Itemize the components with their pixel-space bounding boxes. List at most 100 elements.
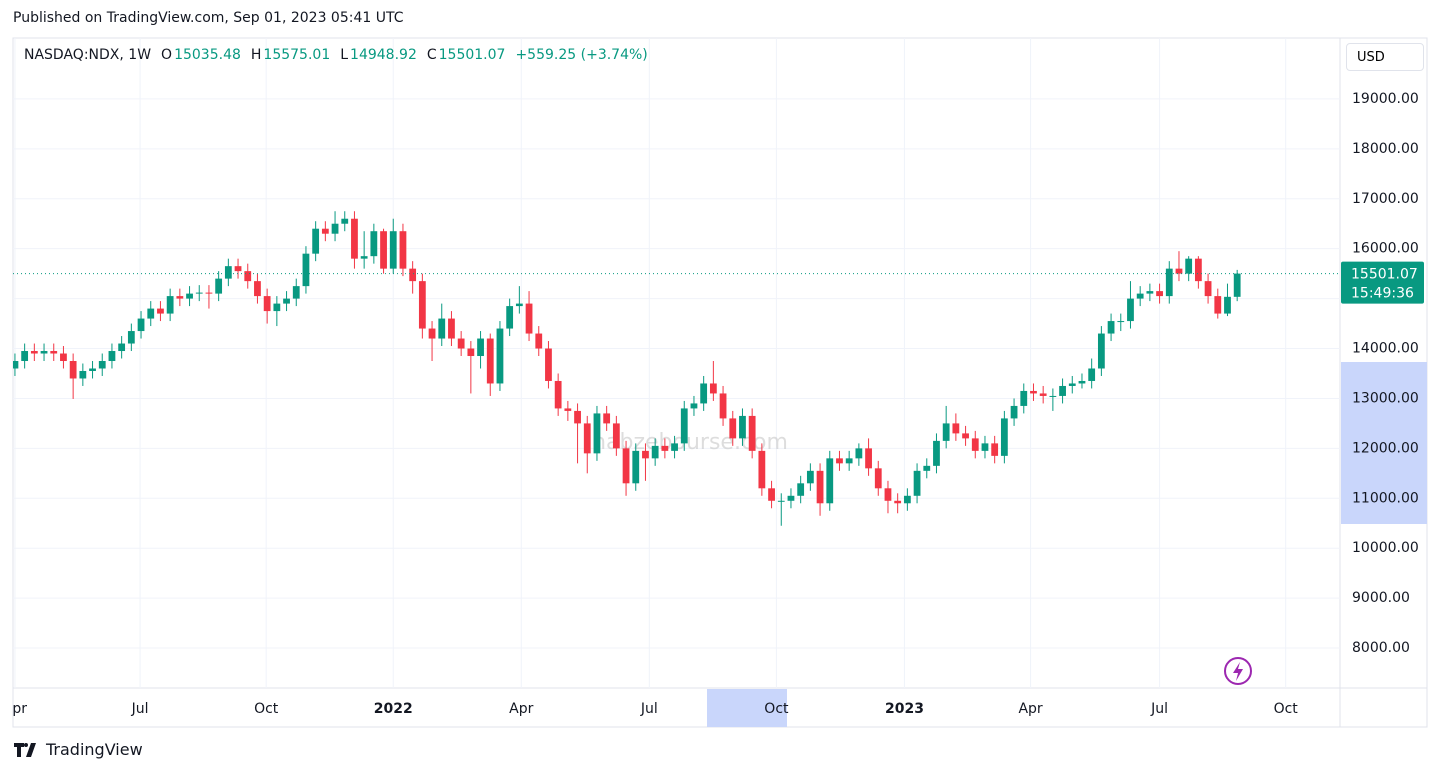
y-tick-label: 14000.00 [1352,341,1419,357]
x-tick-label: Jul [1150,701,1168,717]
x-tick-label: Oct [764,701,789,717]
y-tick-label: 8000.00 [1352,640,1410,656]
candle-body [1039,393,1047,396]
candle-body [176,296,184,299]
y-tick-label: 12000.00 [1352,440,1419,456]
candle-body [244,271,252,282]
candle-body [21,351,29,362]
candle-body [380,231,387,269]
candle-body [1233,273,1241,297]
candle-body [360,256,368,259]
candle-body [1146,291,1154,294]
last-price-label: 15501.07 [1351,267,1418,283]
candle-body [622,448,630,484]
candle-body [515,303,523,307]
axis-highlight [1341,362,1427,524]
candle-body [263,296,271,312]
legend-letter: L [340,47,349,63]
candle-body [1214,296,1222,314]
candle-body [768,488,775,501]
candle-body [321,228,329,234]
candle-body [399,231,407,269]
candle-body [991,443,999,456]
candle-body [50,351,58,354]
candle-body [1020,390,1028,406]
symbol: NASDAQ:NDX, 1W [24,47,152,63]
candle-body [205,292,213,294]
candle-body [748,415,756,451]
candle-body [739,415,746,439]
candle-body [758,450,766,489]
x-tick-label: Apr [1018,701,1042,717]
candle-body [1175,268,1183,274]
y-tick-label: 9000.00 [1352,590,1410,606]
candle-body [797,483,805,496]
candle-body [816,470,824,504]
candle-body [671,443,678,451]
x-tick-label: 2023 [885,701,924,717]
candle-body [700,383,708,404]
chart-frame [12,37,1428,728]
candle-body [632,450,640,484]
candle-body [292,286,300,299]
candle-body [1010,405,1018,419]
candle-body [545,348,552,381]
candle-body [971,438,979,451]
candle-body [612,423,620,449]
candle-body [1194,258,1202,282]
currency-button[interactable]: USD [1346,43,1424,71]
candle-body [1224,296,1231,314]
candle-body [651,445,659,459]
candle-body [370,231,378,257]
candle-body [1000,418,1008,456]
candle-body [603,413,611,424]
x-tick-label: Oct [254,701,279,717]
candle-body [583,423,591,454]
candle-body [913,470,921,496]
candle-body [554,380,562,409]
ohlc-legend: NASDAQ:NDX, 1W O 15035.48 H 15575.01 L 14948.9… [24,47,658,63]
legend-change: +559.25 (+3.74%) [515,47,648,63]
candle-body [166,296,174,314]
candle-body [1068,383,1076,386]
candle-body [157,308,164,314]
legend-high: 15575.01 [263,47,331,63]
candle-body [836,458,843,464]
candle-body [351,218,358,259]
candle-body [428,328,436,339]
candle-body [486,338,494,384]
candle-body [89,368,96,371]
candle-body [331,223,339,234]
candle-body [1117,321,1125,323]
candle-body [787,495,795,501]
candle-body [894,500,902,504]
candle-body [661,445,669,451]
legend-letter: C [426,47,437,63]
legend-low: 14948.92 [350,47,417,63]
brand: TradingView [14,740,143,759]
legend-open: 15035.48 [174,47,241,63]
candle-body [234,266,242,272]
candle-body [923,465,931,471]
candle-body [1156,291,1163,297]
lightning-icon[interactable] [1224,657,1252,685]
candle-body [467,348,475,357]
candle-body [680,408,688,444]
x-tick-label: Apr [509,701,533,717]
candle-body [855,448,863,459]
published-note: Published on TradingView.com, Sep 01, 20… [13,10,404,26]
lightning-bolt [1233,662,1243,681]
countdown-label: 15:49:36 [1351,286,1414,302]
candle-body [884,488,892,501]
candle-body [302,253,310,287]
x-tick-label: Jul [131,701,149,717]
candle-body [1204,281,1212,297]
brand-logo [14,742,36,757]
candle-body [186,293,193,299]
candle-body [1078,380,1086,384]
x-tick-label: Oct [1274,701,1299,717]
candle-body [777,500,785,502]
candle-body [448,318,455,339]
